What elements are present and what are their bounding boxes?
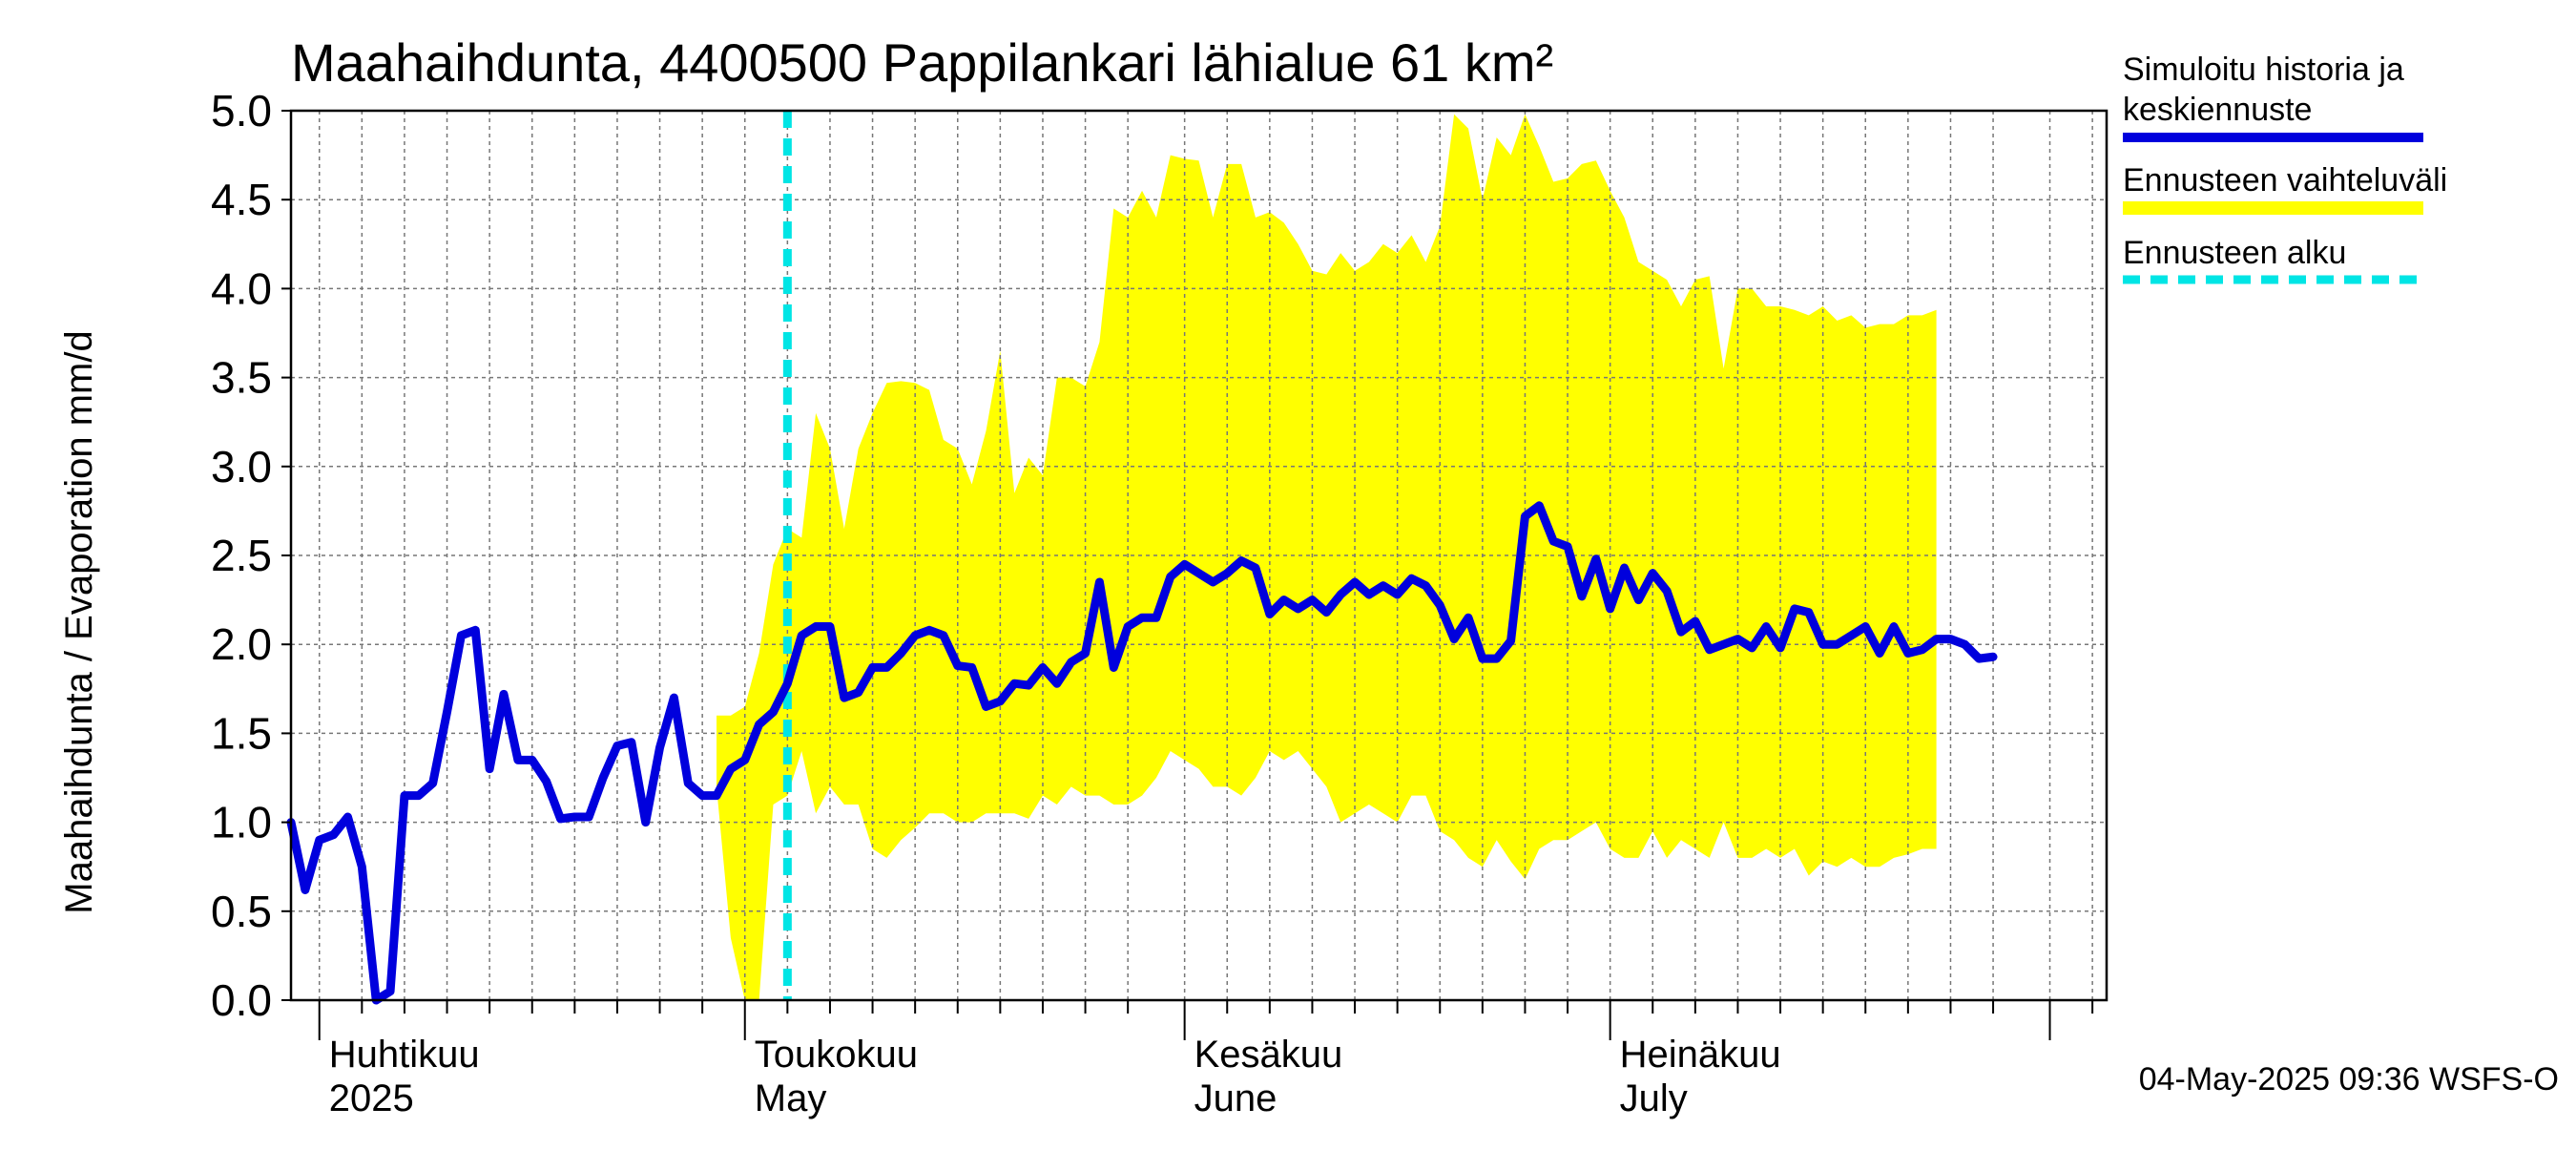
y-tick-label: 3.0 bbox=[211, 442, 272, 491]
month-label: Huhtikuu bbox=[329, 1034, 480, 1076]
mean-series-line bbox=[286, 501, 1998, 1005]
month-label-en: May bbox=[755, 1077, 827, 1119]
forecast-range-band bbox=[717, 114, 1937, 1000]
y-tick-label: 1.0 bbox=[211, 798, 272, 847]
month-label: Kesäkuu bbox=[1195, 1034, 1343, 1076]
axes-layer: 0.0 0.5 1.0 1.5 2.0 2.5 3.0 3.5 4.0 4.5 5.0 Huhtiku… bbox=[211, 86, 2109, 1119]
timestamp-footer: 04-May-2025 09:36 WSFS-O bbox=[2139, 1061, 2559, 1098]
y-tick-label: 4.0 bbox=[211, 263, 272, 313]
y-tick-label: 5.0 bbox=[211, 86, 272, 136]
legend-label: keskiennuste bbox=[2123, 92, 2312, 128]
y-tick-label: 0.5 bbox=[211, 887, 272, 936]
month-label: Toukokuu bbox=[755, 1034, 918, 1076]
y-axis-label: Maahaihdunta / Evaporation mm/d bbox=[58, 330, 100, 913]
month-label-en: 2025 bbox=[329, 1077, 414, 1119]
legend-label: Ennusteen vaihteluväli bbox=[2123, 162, 2447, 199]
y-tick-label: 0.0 bbox=[211, 975, 272, 1025]
legend: Simuloitu historia ja keskiennuste Ennuste… bbox=[2123, 52, 2447, 284]
legend-label: Ennusteen alku bbox=[2123, 235, 2346, 271]
y-tick-label: 2.0 bbox=[211, 619, 272, 669]
forecast-band-layer bbox=[717, 114, 1937, 1000]
month-label: Heinäkuu bbox=[1620, 1034, 1781, 1076]
plot-frame bbox=[289, 109, 2109, 1002]
series-layer bbox=[286, 501, 1998, 1005]
chart-title: Maahaihdunta, 4400500 Pappilankari lähia… bbox=[291, 32, 1553, 93]
month-label-en: June bbox=[1195, 1077, 1278, 1119]
grid-layer bbox=[291, 111, 2107, 1000]
legend-label: Simuloitu historia ja bbox=[2123, 52, 2404, 88]
y-tick-label: 4.5 bbox=[211, 175, 272, 224]
y-tick-label: 2.5 bbox=[211, 531, 272, 580]
y-tick-label: 1.5 bbox=[211, 708, 272, 758]
y-tick-label: 3.5 bbox=[211, 353, 272, 403]
month-label-en: July bbox=[1620, 1077, 1688, 1119]
